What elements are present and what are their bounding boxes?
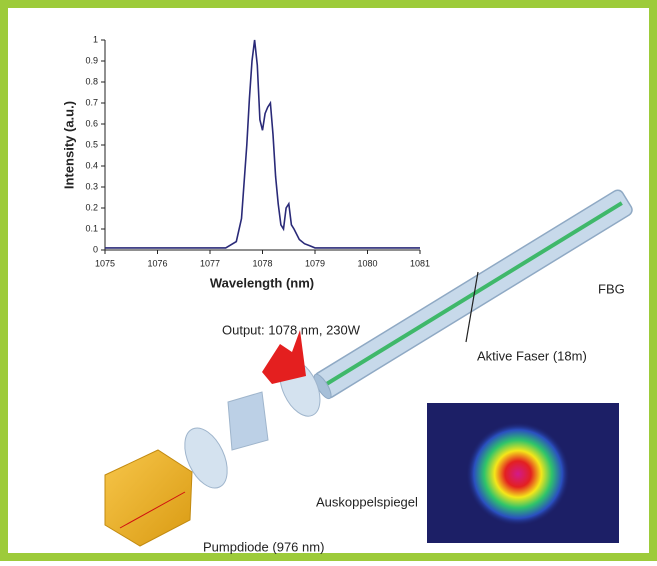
y-tick-label: 0.1 — [85, 223, 98, 233]
y-axis-label: Intensity (a.u.) — [61, 101, 76, 189]
y-tick-label: 0.8 — [85, 76, 98, 86]
y-tick-label: 0.2 — [85, 202, 98, 212]
figure: Output: 1078 nm, 230W FBG Aktive Faser (… — [0, 0, 657, 561]
crystal — [228, 392, 268, 450]
x-axis-label: Wavelength (nm) — [210, 275, 314, 290]
y-tick-label: 0 — [93, 244, 98, 254]
y-tick-label: 0.3 — [85, 181, 98, 191]
label: FBG — [598, 281, 625, 296]
label: Aktive Faser (18m) — [477, 348, 587, 363]
y-tick-label: 0.5 — [85, 139, 98, 149]
y-tick-label: 1 — [93, 34, 98, 44]
label: Pumpdiode (976 nm) — [203, 539, 324, 554]
y-tick-label: 0.4 — [85, 160, 98, 170]
x-tick-label: 1080 — [357, 258, 377, 268]
y-tick-label: 0.9 — [85, 55, 98, 65]
x-tick-label: 1079 — [305, 258, 325, 268]
y-tick-label: 0.7 — [85, 97, 98, 107]
x-tick-label: 1078 — [252, 258, 272, 268]
x-tick-label: 1077 — [200, 258, 220, 268]
beam-spot — [466, 422, 570, 526]
x-tick-label: 1075 — [95, 258, 115, 268]
label: Output: 1078 nm, 230W — [222, 322, 361, 337]
x-tick-label: 1076 — [147, 258, 167, 268]
y-tick-label: 0.6 — [85, 118, 98, 128]
label: Auskoppelspiegel — [316, 494, 418, 509]
x-tick-label: 1081 — [410, 258, 430, 268]
